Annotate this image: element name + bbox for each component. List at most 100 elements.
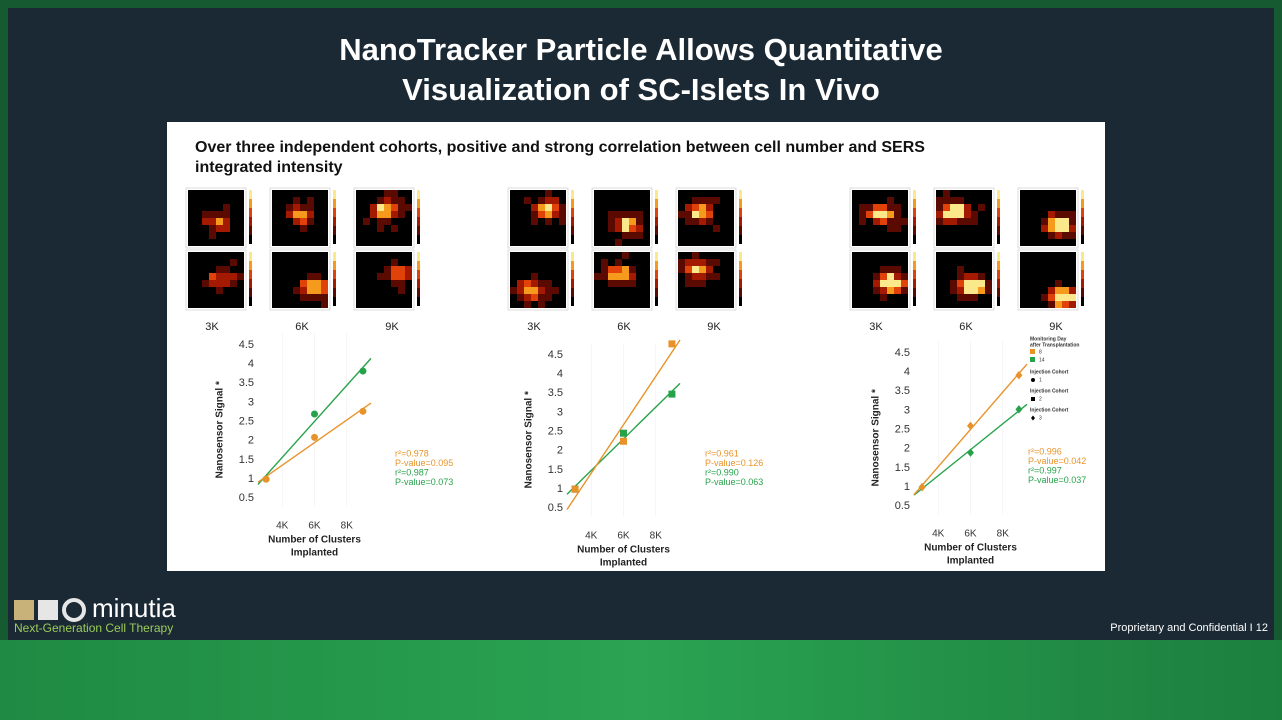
- heatmap-cell: [300, 211, 307, 218]
- colorbar: [417, 288, 420, 297]
- heatmap-cell: [985, 273, 992, 280]
- heatmap-cell: [202, 266, 209, 273]
- heatmap-cell: [692, 211, 699, 218]
- colorbar: [913, 288, 916, 297]
- heatmap-cell: [1034, 273, 1041, 280]
- heatmap-cell: [727, 211, 734, 218]
- heatmap-cell: [545, 280, 552, 287]
- x-tick-label: 6K: [308, 521, 321, 532]
- heatmap-cell: [405, 232, 412, 239]
- heatmap-cell: [1062, 287, 1069, 294]
- heatmap-cell: [223, 211, 230, 218]
- heatmap-cell: [887, 259, 894, 266]
- heatmap-cell: [873, 252, 880, 259]
- heatmap-cell: [894, 218, 901, 225]
- heatmap-cell: [531, 287, 538, 294]
- heatmap-cell: [936, 294, 943, 301]
- heatmap-cell: [398, 301, 405, 308]
- heatmap-cell: [866, 211, 873, 218]
- heatmap-cell: [398, 232, 405, 239]
- heatmap-cell: [531, 204, 538, 211]
- heatmap-cell: [964, 197, 971, 204]
- heatmap-cell: [1055, 232, 1062, 239]
- heatmap-cell: [950, 211, 957, 218]
- heatmap-cell: [852, 252, 859, 259]
- heatmap-cell: [321, 280, 328, 287]
- heatmap-cell: [622, 280, 629, 287]
- heatmap-cell: [223, 232, 230, 239]
- heatmap-cell: [314, 266, 321, 273]
- heatmap-cell: [300, 225, 307, 232]
- heatmap-cell: [985, 301, 992, 308]
- heatmap-cell: [1027, 190, 1034, 197]
- heatmap-cell: [209, 225, 216, 232]
- heatmap-cell: [894, 301, 901, 308]
- heatmap-cell: [1069, 232, 1076, 239]
- heatmap-label: 6K: [295, 321, 309, 333]
- heatmap-cell: [622, 259, 629, 266]
- heatmap-cell: [615, 266, 622, 273]
- heatmap-cell: [866, 232, 873, 239]
- heatmap-cell: [216, 190, 223, 197]
- x-axis-label: Implanted: [600, 558, 647, 569]
- heatmap-cell: [713, 294, 720, 301]
- heatmap-cell: [873, 266, 880, 273]
- heatmap-cell: [195, 190, 202, 197]
- colorbar: [1081, 261, 1084, 270]
- heatmap-cell: [286, 190, 293, 197]
- heatmap-cell: [943, 204, 950, 211]
- heatmap-cell: [873, 239, 880, 246]
- heatmap-cell: [720, 287, 727, 294]
- heatmap-cell: [1034, 266, 1041, 273]
- heatmap-cell: [901, 225, 908, 232]
- heatmap-cell: [1034, 197, 1041, 204]
- heatmap-cell: [936, 273, 943, 280]
- heatmap-cell: [538, 239, 545, 246]
- heatmap-cell: [936, 197, 943, 204]
- heatmap-cell: [405, 259, 412, 266]
- heatmap-cell: [957, 232, 964, 239]
- heatmap-cell: [370, 301, 377, 308]
- heatmap-cell: [678, 239, 685, 246]
- heatmap-cell: [678, 218, 685, 225]
- heatmap-cell: [1020, 294, 1027, 301]
- heatmap-cell: [636, 273, 643, 280]
- heatmap-cell: [517, 239, 524, 246]
- colorbar: [997, 288, 1000, 297]
- heatmap-cell: [363, 252, 370, 259]
- legend-title: Injection Cohort: [1030, 388, 1069, 394]
- heatmap-cell: [950, 287, 957, 294]
- heatmap-cell: [894, 204, 901, 211]
- heatmap-cell: [936, 252, 943, 259]
- heatmap-cell: [517, 294, 524, 301]
- heatmap-cell: [538, 218, 545, 225]
- y-tick-label: 4.5: [239, 339, 254, 351]
- heatmap-cell: [279, 239, 286, 246]
- colorbar: [333, 279, 336, 288]
- heatmap-cell: [866, 266, 873, 273]
- heatmap-cell: [356, 232, 363, 239]
- heatmap-cell: [720, 204, 727, 211]
- annotation: P-value=0.095: [395, 458, 453, 468]
- heatmap-cell: [286, 232, 293, 239]
- x-axis-label: Implanted: [947, 556, 994, 567]
- heatmap-cell: [1034, 239, 1041, 246]
- heatmap-cell: [188, 280, 195, 287]
- heatmap-cell: [307, 204, 314, 211]
- heatmap-cell: [720, 252, 727, 259]
- heatmap-cell: [880, 204, 887, 211]
- colorbar: [571, 208, 574, 217]
- heatmap-cell: [964, 211, 971, 218]
- heatmap-cell: [615, 252, 622, 259]
- heatmap-cell: [887, 204, 894, 211]
- heatmap-cell: [706, 287, 713, 294]
- fit-line: [257, 357, 372, 485]
- heatmap-cell: [272, 218, 279, 225]
- heatmap-cell: [971, 239, 978, 246]
- point: [262, 475, 270, 483]
- heatmap-cell: [964, 287, 971, 294]
- heatmap-cell: [643, 259, 650, 266]
- heatmap-cell: [706, 266, 713, 273]
- heatmap-cell: [727, 301, 734, 308]
- heatmap-cell: [195, 266, 202, 273]
